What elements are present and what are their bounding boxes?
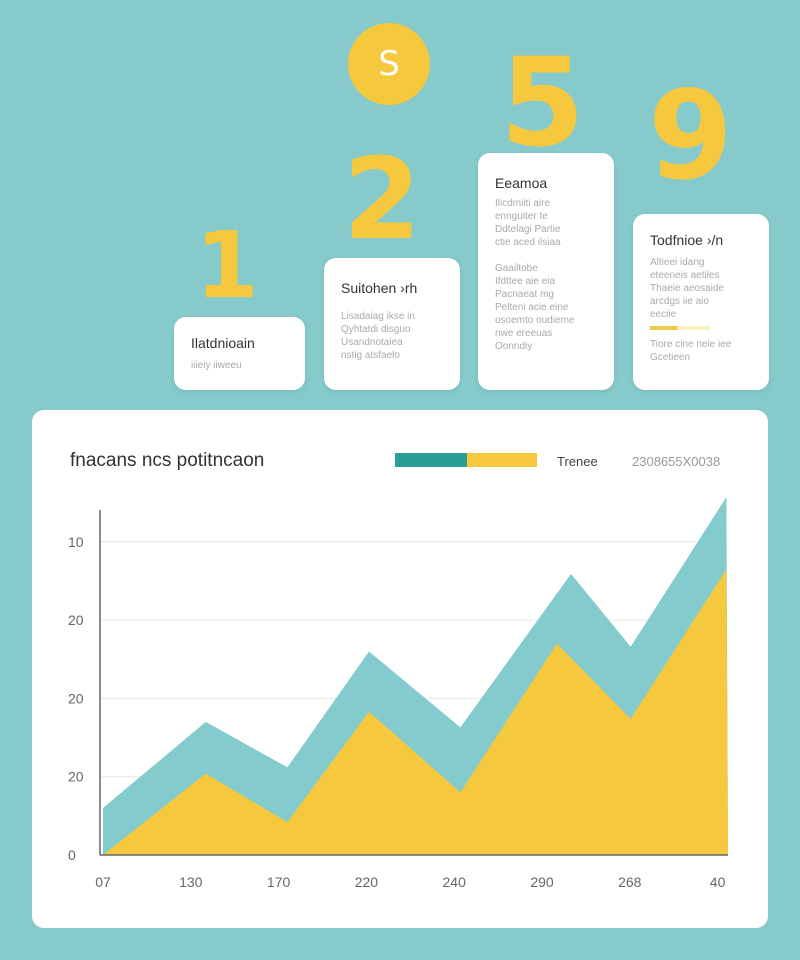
- card-text: iiieiy iiweeu: [191, 360, 242, 371]
- info-card-4: Todfnioe ›/n Altieei idang eteeneis aeti…: [633, 214, 769, 390]
- y-tick-label: 0: [68, 847, 76, 863]
- card-text: arcdgs iie aio: [650, 296, 709, 307]
- x-tick-label: 40: [710, 874, 726, 890]
- card-title: Ilatdnioain: [191, 335, 255, 351]
- card-text: Usandnotaiea: [341, 337, 403, 348]
- y-tick-label: 20: [68, 769, 84, 785]
- x-tick-label: 130: [179, 874, 203, 890]
- card-text: ennguiter te: [495, 211, 548, 222]
- card-text: Pelteni acie eine: [495, 302, 569, 313]
- card-text: Pacnaeat mg: [495, 289, 554, 300]
- card-text: Altieei idang: [650, 257, 705, 268]
- info-card-2: Suitohen ›rh Lisadaiag ikse in Qyhtatdi …: [324, 258, 460, 390]
- legend-label: Trenee: [557, 454, 598, 469]
- legend-code: 2308655X0038: [632, 454, 721, 469]
- card-title: Todfnioe ›/n: [650, 232, 724, 248]
- step-number-2: 2: [343, 135, 421, 265]
- card-text: Qyhtatdi disguo: [341, 324, 411, 335]
- card-text: Ddtelagi Partie: [495, 224, 561, 235]
- chevron-right-icon: S: [378, 44, 400, 84]
- x-tick-label: 07: [95, 874, 111, 890]
- step-number-9: 9: [648, 65, 733, 207]
- card-text: nwe ereeuas: [495, 328, 553, 339]
- card-text: nstig atsfaelo: [341, 350, 400, 361]
- card-text: Gaailtobe: [495, 263, 538, 274]
- x-tick-label: 220: [355, 874, 379, 890]
- card-title: Eeamoa: [495, 175, 548, 191]
- legend-swatch-yellow: [467, 453, 537, 467]
- card-text: Tiore cine neie iee: [650, 339, 732, 350]
- legend-swatch: [395, 453, 537, 467]
- x-tick-label: 240: [443, 874, 467, 890]
- area-chart: 0 20 20 20 10 07 130 170 220 240 290 268 40: [68, 497, 728, 890]
- card-text: Ilicdmiiti aire: [495, 198, 551, 209]
- card-text: ctie aced ilsiaa: [495, 237, 561, 248]
- card-progress-fill: [650, 326, 677, 330]
- card-progress-bar: [650, 326, 710, 330]
- card-text: Lisadaiag ikse in: [341, 311, 415, 322]
- chevron-icon-badge: S: [348, 23, 430, 105]
- x-tick-label: 268: [618, 874, 642, 890]
- card-text: Thaeie aeosaide: [650, 283, 724, 294]
- step-number-1: 1: [195, 212, 260, 319]
- chart-panel: fnacans ncs potitncaon Trenee 2308655X00…: [32, 410, 768, 928]
- step-number-5: 5: [500, 32, 585, 174]
- card-text: Oonndiy: [495, 341, 533, 352]
- info-card-1: Ilatdnioain iiieiy iiweeu: [174, 317, 305, 390]
- card-text: eteeneis aetiles: [650, 270, 720, 281]
- card-text: Gcetieen: [650, 352, 691, 363]
- y-tick-label: 20: [68, 690, 84, 706]
- card-text: Ifdttee aie eia: [495, 276, 556, 287]
- legend-swatch-teal: [395, 453, 467, 467]
- info-card-3: Eeamoa Ilicdmiiti aire ennguiter te Ddte…: [478, 153, 614, 390]
- card-text: osoemto oudieme: [495, 315, 575, 326]
- x-tick-label: 290: [530, 874, 554, 890]
- x-tick-label: 170: [267, 874, 291, 890]
- card-text: eeciie: [650, 309, 677, 320]
- card-text: [495, 249, 575, 262]
- card-title: Suitohen ›rh: [341, 280, 418, 296]
- y-tick-label: 10: [68, 534, 84, 550]
- y-tick-label: 20: [68, 612, 84, 628]
- chart-title: fnacans ncs potitncaon: [70, 450, 265, 471]
- series-area-1: [103, 569, 728, 855]
